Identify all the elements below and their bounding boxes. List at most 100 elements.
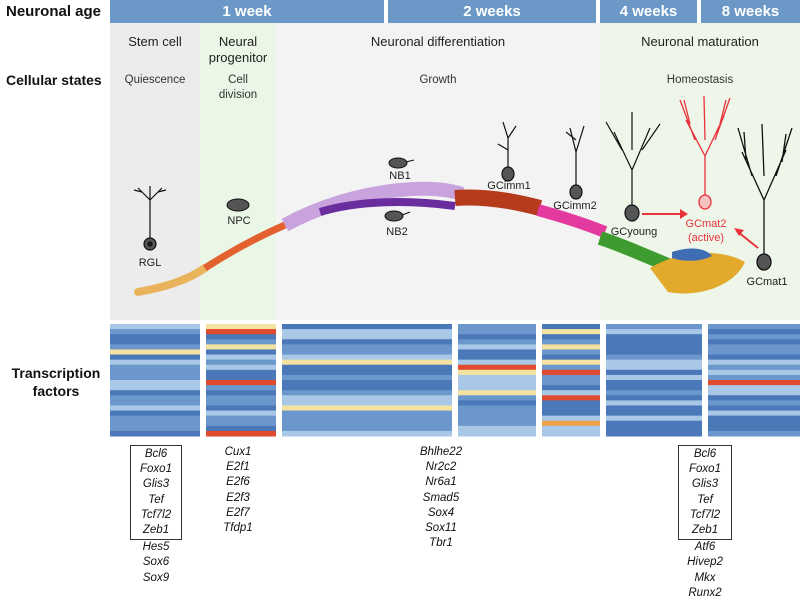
heatmap-row <box>708 329 800 335</box>
tf-name: E2f6 <box>226 476 250 489</box>
process-quiescence: Quiescence <box>124 74 186 86</box>
heatmap-row <box>708 349 800 356</box>
heatmap-row <box>282 349 452 356</box>
differentiation-column <box>276 23 600 320</box>
tf-name: Nr6a1 <box>425 476 457 489</box>
heatmap-row <box>282 405 452 412</box>
tf-name: Tef <box>697 493 713 506</box>
heatmap-row <box>110 339 200 345</box>
heatmap-row <box>542 369 600 376</box>
trajectory-gcmat1-region <box>650 252 745 294</box>
heatmap-row <box>206 410 276 417</box>
tf-name: Foxo1 <box>689 463 721 476</box>
label-gcmat1: GCmat1 <box>746 276 788 288</box>
heatmap-row <box>458 400 536 406</box>
tf-list-maturation: Bcl6 Foxo1 Glis3 Tef Tcf7l2 Zeb1 Atf6 Hivep2 Mk… <box>678 445 732 601</box>
heatmap-row <box>282 364 452 371</box>
heatmap-row <box>606 385 702 391</box>
heatmap-row <box>206 329 276 335</box>
heatmap-row <box>708 395 800 401</box>
stage-neural-progenitor: Neural progenitor <box>208 34 268 65</box>
tf-name: Mkx <box>694 571 716 584</box>
heatmap-row <box>458 420 536 427</box>
tf-name: Bcl6 <box>693 448 717 460</box>
heatmap-row <box>206 385 276 391</box>
heatmap-row <box>458 385 536 391</box>
age-2-weeks-label: 2 weeks <box>463 3 521 20</box>
heatmap-row <box>606 369 702 376</box>
tf-box-stem: Bcl6 Foxo1 Glis3 Tef Tcf7l2 Zeb1 <box>130 445 182 541</box>
heatmap-row <box>606 339 702 345</box>
heatmap-row <box>110 374 200 381</box>
heatmap-row <box>542 364 600 371</box>
trajectory-gcimm1-segment <box>454 189 543 216</box>
stage-stem-cell: Stem cell <box>128 34 182 49</box>
heatmap-row <box>458 430 536 437</box>
heatmap-row <box>542 344 600 350</box>
heatmap-row <box>458 349 536 356</box>
transcription-factors-header: Transcription factors <box>6 364 106 400</box>
label-gcyoung: GCyoung <box>610 226 658 238</box>
heatmap-row <box>110 329 200 335</box>
heatmap-row <box>458 354 536 361</box>
tf-list-stem: Bcl6 Foxo1 Glis3 Tef Tcf7l2 Zeb1 Hes5 Sox6 Sox9 <box>130 445 182 586</box>
trajectory-gcmat2-region <box>672 248 712 261</box>
label-gcimm1: GCimm1 <box>487 180 531 192</box>
heatmap-row <box>110 420 200 427</box>
heatmap-row <box>206 354 276 361</box>
heatmap-row <box>206 415 276 422</box>
tf-name: Foxo1 <box>140 463 172 476</box>
heatmap-row <box>110 385 200 391</box>
rgl-cell-icon <box>133 186 167 251</box>
heatmap-row <box>282 344 452 350</box>
heatmap-row <box>110 425 200 432</box>
nb2-cell-icon <box>384 210 411 222</box>
tf-name: Sox6 <box>142 556 170 569</box>
heatmap-row <box>542 430 600 437</box>
heatmap-row <box>458 364 536 371</box>
age-band-8-weeks: 8 weeks <box>701 0 800 23</box>
tf-name: Hes5 <box>142 541 170 554</box>
heatmap-row <box>458 369 536 376</box>
heatmap-row <box>458 359 536 366</box>
heatmap-row <box>708 354 800 361</box>
trajectory-stem-segment <box>134 264 209 296</box>
heatmap-row <box>708 364 800 371</box>
heatmap-row <box>708 420 800 427</box>
heatmap-row <box>458 344 536 350</box>
progenitor-column <box>200 23 276 320</box>
heatmap-row <box>606 415 702 422</box>
heatmap-row <box>458 329 536 335</box>
age-band-2-weeks: 2 weeks <box>388 0 596 23</box>
label-gcmat2: GCmat2 <box>685 218 727 230</box>
heatmap-row <box>282 374 452 381</box>
heatmap-row <box>542 339 600 345</box>
heatmap-row <box>606 344 702 350</box>
tf-name: Glis3 <box>691 478 719 491</box>
arrowhead-up-left <box>734 228 744 236</box>
trajectory-gcimm2-segment <box>536 204 608 238</box>
heatmap-row <box>282 425 452 432</box>
process-homeostasis: Homeostasis <box>666 74 734 86</box>
heatmap-row <box>206 359 276 366</box>
label-nb1: NB1 <box>389 170 411 182</box>
process-growth: Growth <box>419 74 457 86</box>
heatmap-row <box>110 324 200 330</box>
transcription-factors-label: Transcription factors <box>11 365 101 399</box>
heatmap-row <box>708 339 800 345</box>
heatmap-row <box>110 400 200 406</box>
tf-name: Sox9 <box>142 571 170 584</box>
heatmap-row <box>206 344 276 350</box>
heatmap-row <box>458 405 536 412</box>
heatmap-row <box>110 405 200 412</box>
tf-name: Sox11 <box>425 522 457 535</box>
heatmap-row <box>708 359 800 366</box>
heatmap-row <box>606 425 702 432</box>
heatmap-row <box>282 329 452 335</box>
gcmat1-cell-icon <box>737 123 793 271</box>
heatmap-row <box>282 420 452 427</box>
heatmap-row <box>282 354 452 361</box>
tf-list-progenitor: Cux1 E2f1 E2f6 E2f3 E2f7 Tfdp1 <box>210 445 266 536</box>
heatmap-row <box>708 385 800 391</box>
arrowhead-right <box>680 209 688 219</box>
